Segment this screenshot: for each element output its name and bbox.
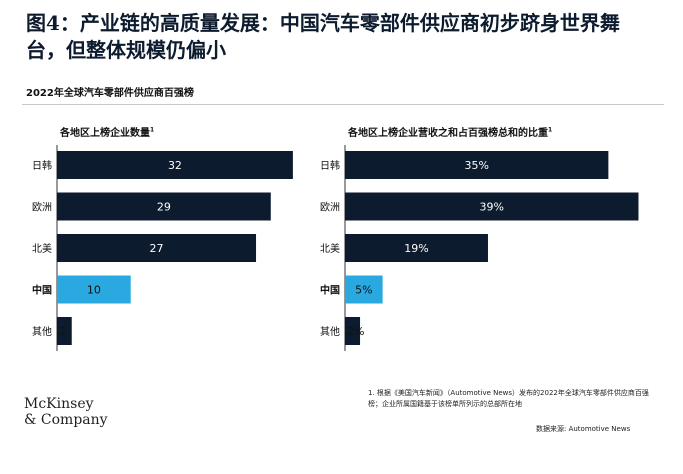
data-label: 10 xyxy=(87,284,101,297)
category-label: 中国 xyxy=(32,284,52,297)
data-label: 5% xyxy=(355,284,372,297)
source-note: 数据来源: Automotive News xyxy=(536,425,631,433)
logo-line-2: & Company xyxy=(24,412,108,428)
data-label: 32 xyxy=(168,159,182,172)
category-label: 其他 xyxy=(320,325,340,338)
bar xyxy=(57,151,293,179)
page-title: 图4：产业链的高质量发展：中国汽车零部件供应商初步跻身世界舞台，但整体规模仍偏小 xyxy=(26,11,620,62)
bar xyxy=(57,275,131,304)
chart-subtitle: 2022年全球汽车零部件供应商百强榜 xyxy=(26,88,194,99)
category-label: 北美 xyxy=(320,242,340,255)
logo-line-1: McKinsey xyxy=(24,396,94,412)
bar xyxy=(345,234,488,262)
footnote: 1. 根据《美国汽车新闻》（Automotive News）发布的2022年全球… xyxy=(368,389,649,408)
data-label: 19% xyxy=(404,242,428,255)
data-label: 39% xyxy=(480,201,504,214)
bar xyxy=(345,151,609,179)
bar xyxy=(57,317,72,345)
category-label: 欧洲 xyxy=(320,202,340,214)
data-label: 2 xyxy=(59,325,66,338)
category-label: 欧洲 xyxy=(32,202,52,214)
mckinsey-logo: McKinsey & Company xyxy=(24,396,108,428)
right-panel-title: 各地区上榜企业营收之和占百强榜总和的比重1 xyxy=(348,126,553,139)
bar xyxy=(57,192,271,221)
data-label: 2% xyxy=(347,325,364,338)
category-label: 北美 xyxy=(32,242,52,255)
category-label: 日韩 xyxy=(32,159,52,172)
category-label: 中国 xyxy=(320,284,340,297)
data-label: 29 xyxy=(157,201,171,214)
bar xyxy=(57,234,257,262)
category-label: 日韩 xyxy=(320,159,340,172)
data-label: 35% xyxy=(464,159,488,172)
bar xyxy=(345,192,639,221)
category-label: 其他 xyxy=(32,325,52,338)
left-panel-title: 各地区上榜企业数量1 xyxy=(60,126,155,139)
bar xyxy=(345,317,361,345)
bar xyxy=(345,275,383,304)
header-divider xyxy=(22,104,664,105)
data-label: 27 xyxy=(150,242,164,255)
